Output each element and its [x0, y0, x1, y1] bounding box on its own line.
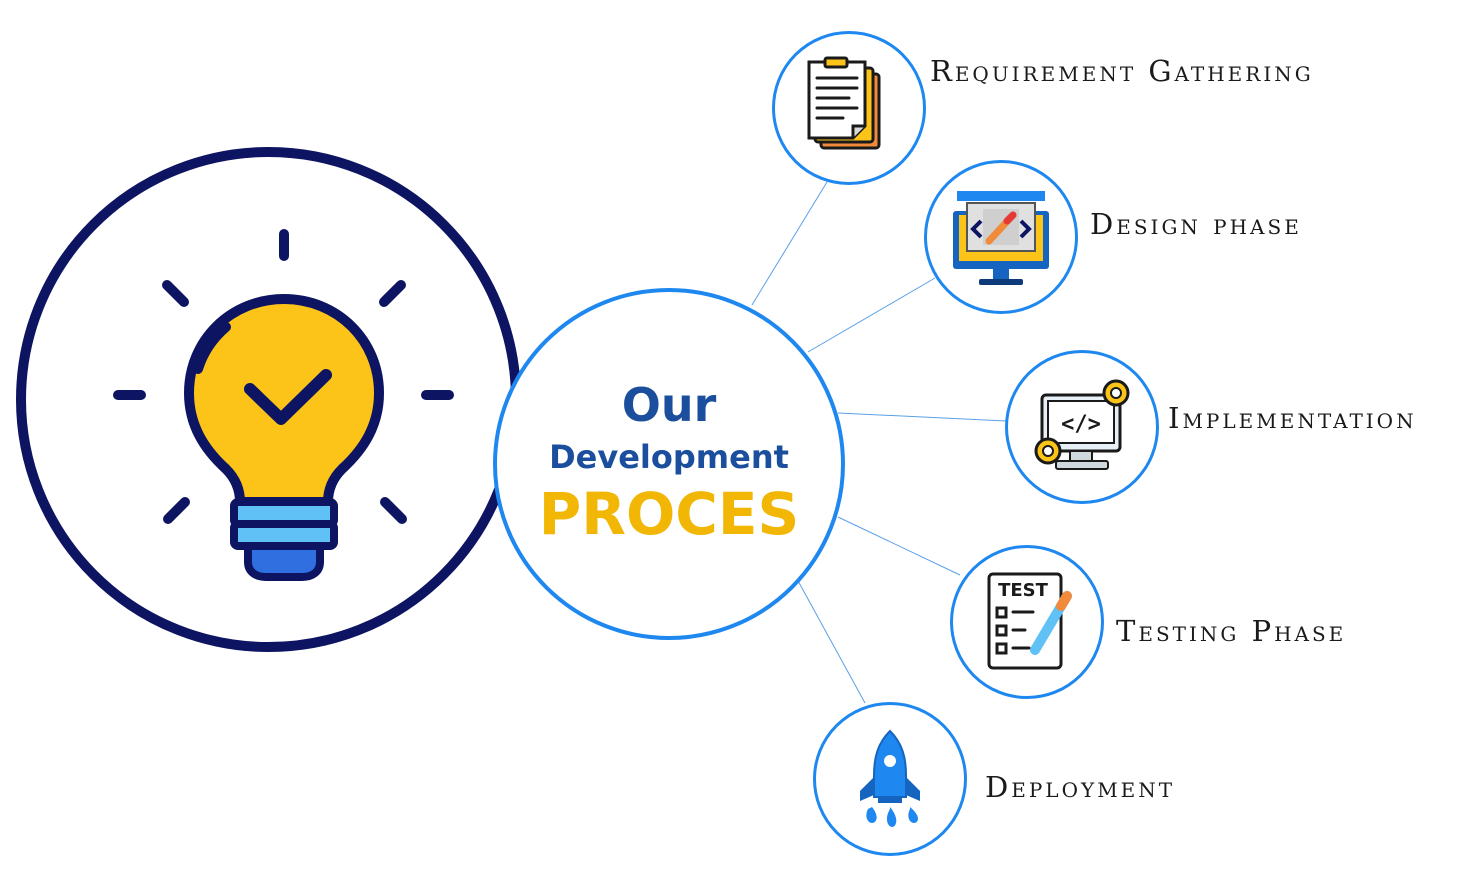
- code-gears-icon: </>: [1034, 379, 1130, 470]
- test-checklist-icon: TEST: [987, 572, 1072, 670]
- step-label-implementation: Implementation: [1168, 401, 1417, 435]
- step-circle-testing: TEST: [950, 545, 1104, 699]
- step-circle-deployment: [813, 702, 967, 856]
- connector-design: [807, 277, 936, 353]
- step-circle-requirement: [772, 31, 926, 185]
- center-title-circle: Our Development PROCES: [493, 288, 845, 640]
- step-label-deployment: Deployment: [985, 770, 1176, 804]
- document-icon: [807, 56, 881, 150]
- title-line-development: Development: [549, 438, 789, 476]
- connector-deployment: [796, 578, 866, 704]
- design-monitor-icon: [953, 191, 1049, 285]
- idea-circle: [16, 147, 521, 652]
- connector-testing: [837, 516, 961, 576]
- title-line-proces: PROCES: [538, 480, 800, 548]
- step-label-requirement: Requirement Gathering: [930, 54, 1314, 88]
- connector-requirement: [751, 181, 828, 306]
- step-circle-design: [924, 160, 1078, 314]
- step-label-design: Design phase: [1090, 207, 1302, 241]
- lightbulb-icon: [113, 229, 454, 581]
- step-circle-implementation: </>: [1005, 350, 1159, 504]
- connector-implementation: [837, 412, 1007, 422]
- rocket-icon: [860, 729, 920, 827]
- step-label-testing: Testing Phase: [1116, 614, 1347, 648]
- svg-text:</>: </>: [1061, 412, 1101, 437]
- title-line-our: Our: [621, 378, 717, 432]
- svg-text:TEST: TEST: [998, 580, 1049, 601]
